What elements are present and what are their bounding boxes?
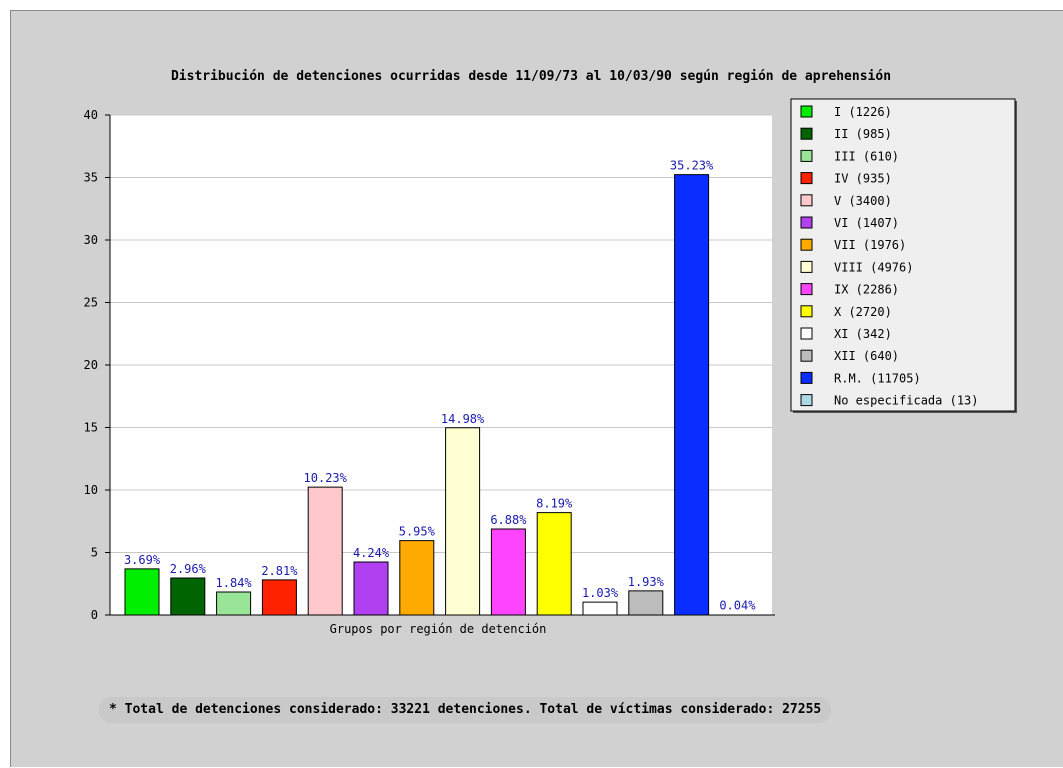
bar-vii — [399, 540, 435, 616]
y-tick-label: 15 — [84, 421, 98, 435]
legend-swatch — [800, 105, 813, 118]
legend-entry: V (3400) — [834, 194, 892, 208]
data-label: 10.23% — [304, 471, 348, 485]
bar-r-m- — [674, 174, 710, 616]
footnote: * Total de detenciones considerado: 3322… — [99, 697, 832, 723]
legend-swatch — [800, 327, 813, 340]
bar-iv — [261, 579, 297, 616]
legend-entry: VIII (4976) — [834, 260, 913, 274]
bar-vi — [353, 561, 389, 616]
data-label: 1.84% — [216, 576, 253, 590]
legend: I (1226) II (985) III (610) IV (935) V (3400… — [790, 98, 1017, 413]
legend-swatch — [800, 216, 813, 229]
legend-entry: III (610) — [834, 149, 899, 163]
bar-x — [536, 512, 572, 616]
legend-entry: No especificada (13) — [834, 394, 979, 408]
y-tick-label: 25 — [84, 296, 98, 310]
data-label: 35.23% — [670, 159, 714, 173]
bar-xi — [582, 601, 618, 616]
bar-ix — [490, 528, 526, 616]
data-label: 5.95% — [399, 525, 436, 539]
legend-swatch — [800, 149, 813, 162]
axes — [105, 114, 775, 616]
y-tick-label: 30 — [84, 233, 98, 247]
y-tick-label: 35 — [84, 171, 98, 185]
legend-swatch — [800, 172, 813, 185]
y-tick-label: 40 — [84, 108, 98, 122]
legend-entry: IX (2286) — [834, 283, 899, 297]
grid-lines — [110, 114, 772, 553]
y-tick-label: 20 — [84, 358, 98, 372]
legend-entry: XII (640) — [834, 349, 899, 363]
data-label: 14.98% — [441, 412, 485, 426]
legend-entry: R.M. (11705) — [834, 371, 921, 385]
legend-entry: X (2720) — [834, 305, 892, 319]
legend-swatch — [800, 194, 813, 207]
bar-viii — [445, 427, 481, 616]
legend-entry: VII (1976) — [834, 238, 906, 252]
legend-swatch — [800, 283, 813, 296]
legend-entry: IV (935) — [834, 172, 892, 186]
legend-swatch — [800, 238, 813, 251]
data-label: 1.93% — [628, 575, 665, 589]
legend-entry: XI (342) — [834, 327, 892, 341]
data-label: 4.24% — [353, 546, 390, 560]
bars-group — [124, 174, 710, 616]
legend-swatch — [800, 371, 813, 384]
legend-entry: VI (1407) — [834, 216, 899, 230]
legend-swatch — [800, 349, 813, 362]
chart-panel: Distribución de detenciones ocurridas de… — [10, 10, 1063, 767]
bar-ii — [170, 577, 206, 616]
legend-box — [790, 98, 1016, 412]
legend-entry: II (985) — [834, 127, 892, 141]
data-label: 2.81% — [261, 564, 298, 578]
data-label: 2.96% — [170, 562, 207, 576]
legend-swatch — [800, 127, 813, 140]
y-tick-labels: 0 5 10 15 20 25 30 35 40 — [84, 108, 98, 622]
data-labels-group: 3.69% 2.96% 1.84% 2.81% 10.23% 4.24% 5.95% 14.9… — [124, 159, 756, 613]
data-label: 6.88% — [490, 513, 527, 527]
legend-swatch — [800, 305, 813, 318]
data-label: 8.19% — [536, 497, 573, 511]
chart-title: Distribución de detenciones ocurridas de… — [171, 69, 891, 84]
data-label: 3.69% — [124, 553, 161, 567]
legend-swatch — [800, 260, 813, 273]
bar-iii — [216, 591, 252, 616]
legend-entry: I (1226) — [834, 105, 892, 119]
y-tick-label: 5 — [91, 546, 98, 560]
data-label: 1.03% — [582, 586, 619, 600]
data-label: 0.04% — [719, 599, 756, 613]
bar-i — [124, 568, 160, 616]
y-tick-label: 10 — [84, 483, 98, 497]
x-axis-label: Grupos por región de detención — [330, 622, 547, 636]
legend-swatch — [800, 394, 813, 407]
bar-chart: Distribución de detenciones ocurridas de… — [84, 69, 1017, 636]
y-tick-label: 0 — [91, 608, 98, 622]
bar-v — [307, 486, 343, 616]
bar-xii — [628, 590, 664, 616]
